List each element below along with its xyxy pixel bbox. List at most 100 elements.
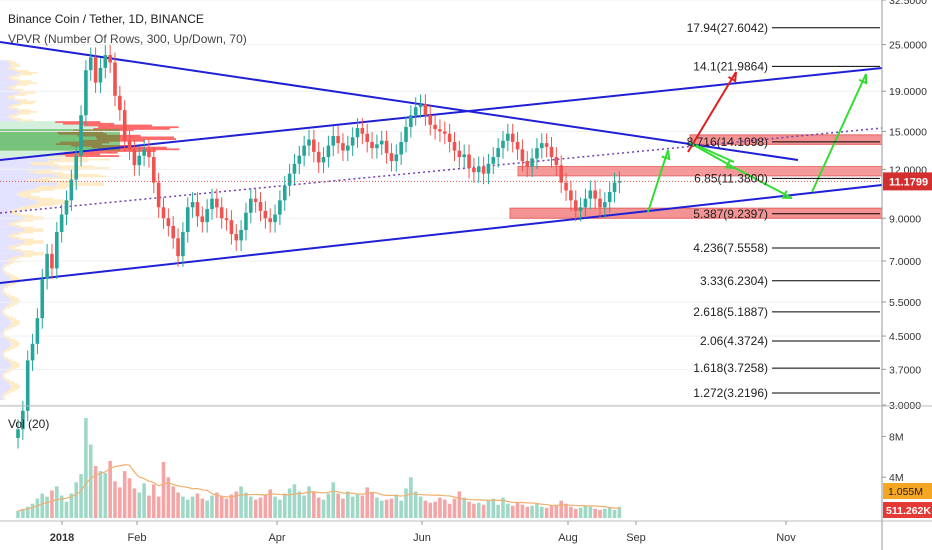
- arrow-green-2-head: [724, 160, 736, 169]
- volume-bar-17: [98, 471, 103, 518]
- candle-body-115: [573, 200, 578, 211]
- volume-bar-98: [491, 498, 496, 518]
- candle-body-109: [544, 143, 549, 147]
- volume-bar-84: [423, 500, 428, 518]
- fib-label-6: 3.33(6.2304): [700, 274, 768, 288]
- candle-body-95: [476, 166, 481, 173]
- volume-bar-68: [346, 491, 350, 518]
- candle-body-111: [554, 157, 559, 166]
- volume-bar-50: [258, 497, 263, 518]
- time-tick-label-0: 2018: [50, 532, 74, 544]
- volume-bar-87: [438, 497, 442, 518]
- volume-bar-95: [476, 502, 481, 518]
- candle-body-5: [40, 278, 45, 319]
- candle-body-25: [137, 155, 142, 166]
- volume-bar-113: [564, 503, 568, 518]
- candle-body-91: [457, 150, 462, 158]
- time-tick-label-2: Apr: [268, 532, 285, 544]
- candle-body-97: [486, 163, 491, 174]
- candle-body-33: [176, 238, 180, 257]
- volume-bar-80: [404, 488, 408, 518]
- candle-body-93: [467, 154, 471, 168]
- candle-body-55: [282, 185, 287, 201]
- candle-body-114: [569, 190, 573, 201]
- volume-bar-43: [224, 498, 229, 518]
- price-tick-label-5: 9.0000: [889, 213, 921, 225]
- candle-body-52: [268, 218, 272, 223]
- candle-body-75: [379, 140, 384, 145]
- volume-bar-62: [316, 497, 321, 518]
- volume-bar-83: [418, 496, 423, 518]
- volume-bar-45: [234, 491, 239, 518]
- volume-panel-title: Vol (20): [8, 417, 50, 431]
- price-pane: [0, 0, 882, 405]
- volume-bar-109: [544, 507, 549, 518]
- volume-bar-24: [132, 488, 137, 518]
- volume-bar-81: [409, 477, 413, 518]
- candle-body-21: [118, 95, 122, 111]
- candle-body-36: [190, 202, 195, 208]
- trend-line-lower-support: [0, 184, 883, 284]
- candle-body-67: [341, 143, 345, 151]
- volume-bar-64: [326, 493, 331, 518]
- candle-body-76: [384, 140, 389, 154]
- candle-body-98: [491, 157, 496, 164]
- volume-bar-63: [321, 499, 326, 518]
- candle-body-4: [35, 318, 40, 344]
- time-tick-label-6: Nov: [776, 532, 796, 544]
- volume-bar-116: [578, 507, 583, 518]
- vpvr-indicator-label[interactable]: VPVR (Number Of Rows, 300, Up/Down, 70): [8, 32, 247, 46]
- volume-bars: [16, 418, 622, 518]
- price-axis-bg: [883, 0, 932, 550]
- candle-body-90: [452, 141, 457, 151]
- volume-bar-86: [433, 501, 437, 518]
- candle-body-107: [535, 148, 539, 159]
- volume-bar-21: [118, 487, 122, 518]
- candle-body-86: [433, 124, 437, 130]
- volume-bar-13: [79, 474, 83, 518]
- candle-body-45: [234, 234, 239, 241]
- candle-body-1: [21, 410, 25, 430]
- candle-body-47: [244, 212, 248, 230]
- last-price-badge: [883, 172, 932, 191]
- volume-bar-4: [35, 498, 40, 518]
- volume-bar-122: [607, 507, 612, 518]
- volume-bar-27: [147, 495, 151, 518]
- volume-bar-51: [263, 494, 268, 518]
- price-tick-label-8: 4.5000: [889, 331, 921, 343]
- volume-bar-60: [307, 486, 311, 518]
- candle-body-118: [588, 190, 593, 199]
- volume-bar-47: [244, 492, 248, 518]
- volume-bar-12: [74, 482, 78, 518]
- candle-body-3: [30, 343, 35, 361]
- candle-body-18: [103, 55, 108, 68]
- candle-body-103: [515, 141, 520, 150]
- volume-ma-text: 1.055M: [888, 486, 923, 498]
- candle-body-69: [350, 137, 355, 146]
- candle-body-102: [510, 133, 515, 142]
- candle-body-15: [88, 57, 93, 71]
- volume-bar-29: [156, 496, 161, 518]
- volume-bar-36: [190, 496, 195, 518]
- candle-body-29: [156, 182, 161, 208]
- fib-label-3: 6.85(11.3800): [694, 171, 768, 185]
- candle-body-78: [394, 154, 399, 162]
- price-tick-label-6: 7.0000: [889, 256, 921, 268]
- candle-body-30: [161, 207, 166, 219]
- candle-body-16: [93, 57, 98, 83]
- candle-body-106: [530, 158, 534, 167]
- volume-bar-110: [549, 505, 554, 518]
- volume-bar-56: [287, 488, 292, 518]
- candle-body-71: [360, 128, 365, 134]
- candle-body-42: [219, 207, 224, 219]
- candle-body-26: [142, 149, 146, 156]
- volume-bar-69: [350, 496, 355, 518]
- candle-body-70: [355, 128, 360, 138]
- volume-bar-44: [229, 494, 234, 518]
- candle-body-113: [564, 182, 568, 191]
- candle-body-38: [200, 216, 205, 223]
- volume-bar-97: [486, 499, 491, 518]
- arrow-green-4: [811, 73, 867, 193]
